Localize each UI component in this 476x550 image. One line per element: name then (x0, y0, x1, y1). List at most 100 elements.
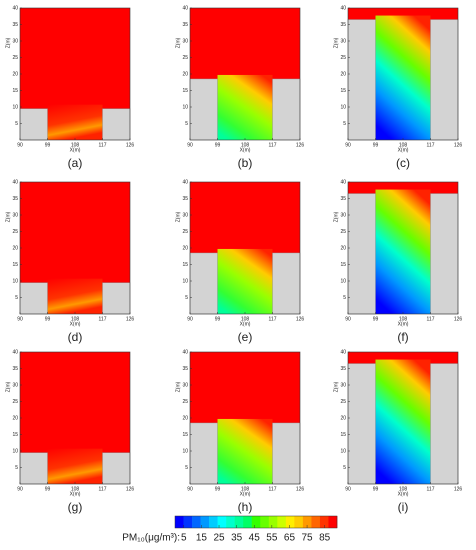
y-tick-label: 5 (343, 465, 346, 471)
y-tick-label: 30 (182, 382, 188, 388)
colorbar-tick-label: 15 (196, 533, 208, 544)
building-left (189, 78, 218, 141)
x-axis-label: X(m) (70, 491, 81, 497)
y-tick-label: 40 (182, 179, 188, 185)
x-tick-label: 126 (126, 142, 135, 148)
y-tick-label: 35 (12, 22, 18, 28)
panel-label: (d) (68, 330, 83, 344)
y-tick-label: 5 (185, 295, 188, 301)
y-tick-label: 10 (12, 278, 18, 284)
y-tick-label: 10 (340, 448, 346, 454)
y-tick-label: 20 (340, 71, 346, 77)
x-tick-label: 117 (99, 486, 107, 492)
colorbar-segment (209, 516, 218, 528)
y-tick-label: 5 (15, 465, 18, 471)
y-axis-label: Z(m) (5, 381, 11, 392)
x-tick-label: 117 (99, 142, 107, 148)
y-tick-label: 15 (12, 262, 18, 268)
y-tick-label: 35 (340, 196, 346, 202)
panel-label: (i) (398, 500, 409, 514)
panel-label: (g) (68, 500, 83, 514)
x-tick-label: 108 (71, 142, 80, 148)
y-tick-label: 20 (182, 71, 188, 77)
y-tick-label: 10 (182, 448, 188, 454)
colorbar-segment (319, 516, 329, 528)
building-left (347, 363, 376, 485)
colorbar-tick-label: 85 (319, 533, 331, 544)
colorbar-segment (285, 516, 295, 528)
x-tick-label: 90 (17, 142, 23, 148)
y-tick-label: 10 (12, 448, 18, 454)
y-tick-label: 30 (182, 212, 188, 218)
y-tick-label: 5 (15, 121, 18, 127)
x-axis-label: X(m) (398, 147, 409, 153)
building-right (272, 78, 301, 141)
panel-label: (f) (397, 330, 408, 344)
x-axis-label: X(m) (240, 147, 251, 153)
x-tick-label: 99 (45, 142, 51, 148)
x-tick-label: 90 (345, 316, 351, 322)
x-tick-label: 99 (373, 142, 379, 148)
building-left (19, 452, 48, 485)
colorbar-segment (268, 516, 278, 528)
x-tick-label: 117 (427, 142, 435, 148)
colorbar-tick-label: 5 (181, 533, 187, 544)
y-tick-label: 15 (12, 88, 18, 94)
x-tick-label: 90 (345, 486, 351, 492)
y-tick-label: 30 (182, 38, 188, 44)
y-tick-label: 25 (340, 399, 346, 405)
colorbar-segment (243, 516, 253, 528)
y-tick-label: 25 (340, 55, 346, 61)
x-tick-label: 126 (296, 142, 305, 148)
y-tick-label: 35 (182, 22, 188, 28)
colorbar-frame (174, 515, 338, 529)
x-tick-label: 108 (71, 486, 80, 492)
y-tick-label: 15 (340, 88, 346, 94)
y-tick-label: 35 (182, 366, 188, 372)
y-tick-label: 25 (12, 55, 18, 61)
x-axis-label: X(m) (398, 491, 409, 497)
panel-label: (a) (68, 156, 83, 170)
y-tick-label: 20 (340, 245, 346, 251)
y-tick-label: 40 (12, 349, 18, 355)
y-tick-label: 10 (182, 104, 188, 110)
x-tick-label: 126 (296, 316, 305, 322)
building-left (189, 422, 218, 485)
y-tick-label: 40 (182, 349, 188, 355)
x-tick-label: 117 (99, 316, 107, 322)
building-left (19, 282, 48, 315)
y-tick-label: 15 (340, 432, 346, 438)
x-tick-label: 108 (399, 142, 408, 148)
colorbar-segment (302, 516, 312, 528)
y-tick-label: 35 (12, 196, 18, 202)
y-tick-label: 5 (343, 295, 346, 301)
y-axis-label: Z(m) (175, 37, 181, 48)
x-tick-label: 126 (126, 486, 135, 492)
building-right (102, 282, 131, 315)
y-axis-label: Z(m) (333, 211, 339, 222)
x-tick-label: 126 (126, 316, 135, 322)
y-tick-label: 15 (182, 88, 188, 94)
y-tick-label: 40 (340, 179, 346, 185)
x-tick-label: 108 (241, 316, 250, 322)
y-tick-label: 30 (12, 212, 18, 218)
x-tick-label: 99 (215, 486, 221, 492)
building-right (272, 252, 301, 315)
y-tick-label: 30 (340, 212, 346, 218)
y-tick-label: 40 (340, 5, 346, 11)
building-left (347, 19, 376, 141)
colorbar-tick-label: 65 (284, 533, 296, 544)
x-tick-label: 90 (187, 316, 193, 322)
x-tick-label: 108 (71, 316, 80, 322)
y-tick-label: 15 (182, 262, 188, 268)
canyon-field (217, 418, 273, 484)
building-left (347, 193, 376, 315)
y-tick-label: 5 (185, 121, 188, 127)
colorbar-segment (277, 516, 287, 528)
canyon-field (47, 104, 103, 140)
colorbar-tick-label: 25 (213, 533, 225, 544)
canyon-field (375, 359, 431, 484)
x-tick-label: 99 (215, 142, 221, 148)
x-axis-label: X(m) (70, 321, 81, 327)
y-tick-label: 15 (12, 432, 18, 438)
